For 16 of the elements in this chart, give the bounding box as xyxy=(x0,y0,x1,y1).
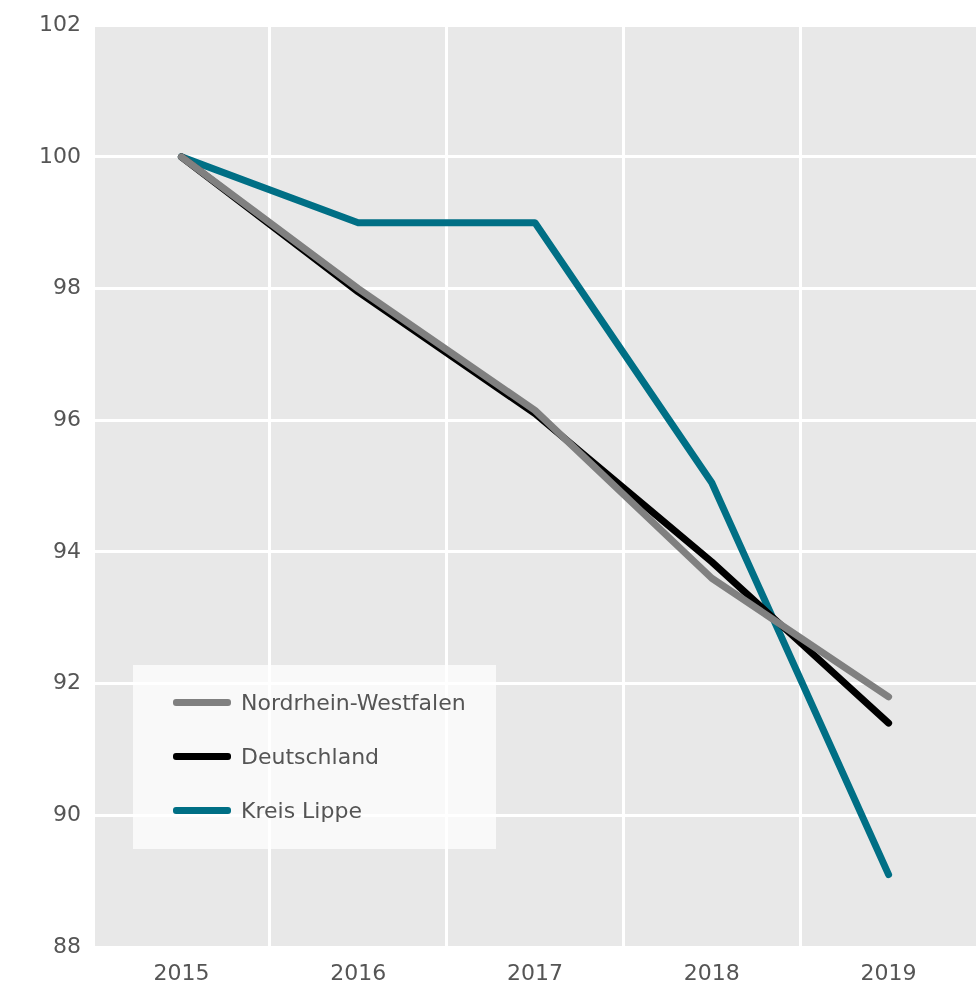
y-tick-label: 94 xyxy=(53,537,81,563)
legend-label: Kreis Lippe xyxy=(241,797,362,823)
x-tick-label: 2019 xyxy=(860,959,917,985)
y-tick-label: 96 xyxy=(53,405,81,431)
y-tick-label: 88 xyxy=(53,932,81,958)
y-tick-label: 100 xyxy=(39,142,81,168)
x-tick-label: 2016 xyxy=(330,959,387,985)
x-tick-label: 2018 xyxy=(683,959,740,985)
x-tick-label: 2015 xyxy=(153,959,210,985)
y-tick-label: 92 xyxy=(53,669,81,695)
legend-label: Deutschland xyxy=(241,743,380,769)
legend-label: Nordrhein-Westfalen xyxy=(241,689,466,715)
y-tick-label: 102 xyxy=(39,10,81,36)
y-tick-label: 98 xyxy=(53,274,81,300)
x-tick-label: 2017 xyxy=(507,959,563,985)
y-tick-label: 90 xyxy=(53,801,81,827)
